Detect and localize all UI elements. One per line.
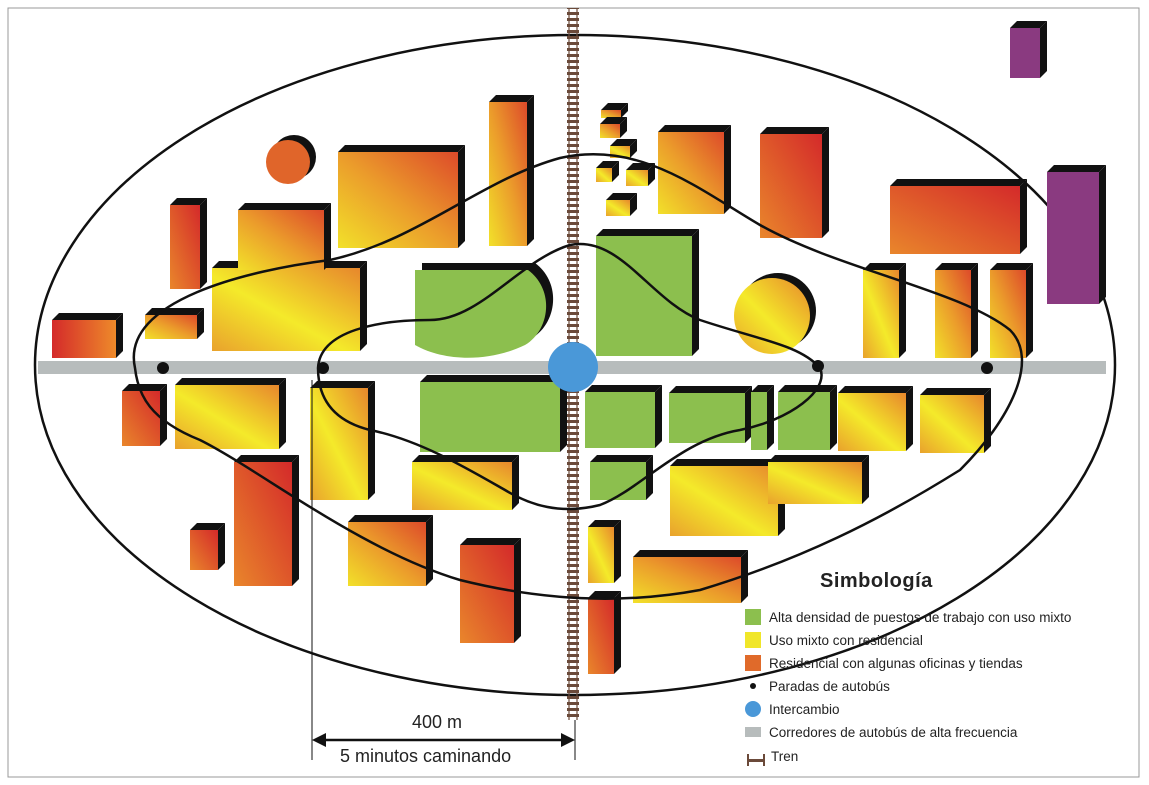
building-block-yellow: [768, 455, 869, 504]
legend-label: Corredores de autobús de alta frecuencia: [769, 724, 1018, 740]
legend-item-corridor: Corredores de autobús de alta frecuencia: [745, 722, 1017, 742]
building-block-orange: [600, 117, 627, 138]
building-block-yellow: [863, 263, 906, 358]
building-block-green: [590, 455, 653, 500]
building-block-red: [52, 313, 123, 358]
orange-swatch-icon: [745, 655, 761, 671]
building-block-green: [415, 263, 554, 358]
scale-walk-time-label: 5 minutos caminando: [340, 746, 512, 766]
building-block-yellow: [588, 520, 621, 583]
building-block-yellow: [310, 381, 375, 500]
legend-rail-swatch: [747, 754, 765, 766]
building-block-green: [669, 386, 752, 443]
legend-label: Tren: [771, 748, 799, 764]
outer-catchment-curve: [132, 153, 1024, 600]
building-block-green: [420, 375, 567, 452]
legend-label: Residencial con algunas oficinas y tiend…: [769, 655, 1023, 671]
legend-title: Simbología: [820, 570, 933, 592]
legend-item-rail: Tren: [771, 746, 798, 766]
building-block-orange: [238, 203, 331, 270]
building-block-yellow: [596, 161, 619, 182]
building-block-yellow: [412, 455, 519, 510]
building-block-orange: [633, 550, 748, 603]
building-block-orange: [338, 145, 465, 248]
building-block-green: [778, 385, 837, 450]
scale-bar: [311, 380, 576, 760]
building-block-green: [585, 385, 662, 448]
green-swatch-icon: [745, 609, 761, 625]
building-block-red: [460, 538, 521, 643]
inner-catchment-curve: [316, 242, 823, 511]
building-blocks: [52, 21, 1106, 674]
building-block-purple: [1010, 21, 1047, 78]
building-block-yellow: [606, 193, 637, 216]
legend-item-bus-stop: Paradas de autobús: [745, 676, 890, 696]
building-block-orange: [990, 263, 1033, 358]
building-block-yellow: [626, 163, 655, 186]
building-block-orange: [935, 263, 978, 358]
building-block-red: [760, 127, 829, 238]
legend-label: Intercambio: [769, 701, 840, 717]
building-block-orange: [601, 103, 628, 118]
legend-label: Uso mixto con residencial: [769, 632, 923, 648]
building-block-orange: [145, 308, 204, 339]
bus-stop-icon: [745, 678, 761, 694]
legend-label: Paradas de autobús: [769, 678, 890, 694]
building-block-red: [122, 384, 167, 446]
building-block-purple: [1047, 165, 1106, 304]
bus-stop-marker: [812, 360, 824, 372]
building-block-yellow: [670, 459, 785, 536]
corridor-swatch-icon: [745, 727, 761, 737]
legend-label: Alta densidad de puestos de trabajo con …: [769, 609, 1072, 625]
building-block-red: [890, 179, 1027, 254]
building-block-orange: [489, 95, 534, 246]
legend-item-interchange: Intercambio: [745, 699, 840, 719]
building-block-orange: [658, 125, 731, 214]
building-block-yellow: [838, 386, 913, 451]
building-block-red: [588, 591, 621, 674]
legend-item-yellow: Uso mixto con residencial: [745, 630, 923, 650]
building-block-red: [234, 455, 299, 586]
legend-item-orange: Residencial con algunas oficinas y tiend…: [745, 653, 1023, 673]
building-block-red: [190, 523, 225, 570]
bus-stop-marker: [981, 362, 993, 374]
bus-stop-marker: [157, 362, 169, 374]
interchange-icon: [745, 701, 761, 717]
scale-distance-label: 400 m: [412, 712, 463, 732]
building-block-yellow: [920, 388, 991, 453]
building-block-red: [170, 198, 207, 289]
building-block-orange: [266, 135, 316, 184]
building-block-green: [751, 385, 774, 450]
building-block-green: [596, 229, 699, 356]
legend-item-green: Alta densidad de puestos de trabajo con …: [745, 607, 1071, 627]
building-block-yellow: [175, 378, 286, 449]
bus-stop-marker: [317, 362, 329, 374]
yellow-swatch-icon: [745, 632, 761, 648]
building-block-yellow: [212, 261, 367, 351]
building-block-orange: [348, 515, 433, 586]
interchange-marker: [548, 342, 598, 392]
